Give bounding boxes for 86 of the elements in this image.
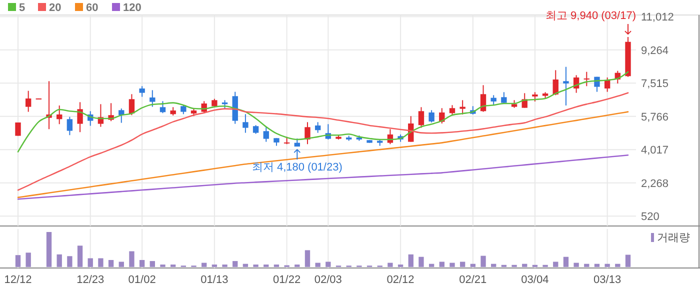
candlestick [532,92,538,102]
bar [470,264,476,267]
bar [428,264,434,267]
candlestick [128,94,135,116]
y-tick-label: 520 [641,211,660,224]
candlestick [314,122,321,134]
y-tick-label: 11,012 [641,12,674,24]
bar [418,256,424,267]
line-series [17,111,629,198]
bar [584,264,590,267]
candlestick [15,122,21,136]
bar [139,260,145,267]
candlestick [150,90,156,108]
bar [480,256,486,267]
bar [408,254,414,267]
bar [450,262,455,267]
bar [491,264,496,267]
bar [67,256,72,267]
x-tick-label: 01/13 [200,274,228,286]
bar [98,258,104,267]
bar [202,262,207,267]
x-tick-label: 02/12 [386,274,414,286]
line-series [17,92,629,191]
candlestick [25,90,32,112]
bar [26,252,31,267]
x-tick-label: 02/03 [314,274,342,286]
x-tick-label: 01/02 [128,274,156,286]
y-tick-label: 7,515 [641,78,669,90]
legend-label: 20 [49,2,62,14]
candlestick [242,114,248,134]
bar [522,264,528,267]
legend-label: 5 [19,2,26,14]
candlestick [563,66,569,106]
annotation: 최저 4,180 (01/23) [252,162,342,174]
bar [88,258,93,267]
x-tick-label: 12/23 [76,274,104,286]
bar [242,264,248,267]
candlestick [139,86,145,98]
bar [615,264,620,267]
bar [604,264,610,267]
bar [594,264,600,267]
bar [56,254,62,267]
candlestick [584,71,590,87]
legend-label: 120 [123,2,142,14]
candlestick [418,106,424,128]
candlestick [449,104,456,116]
candlestick [56,104,62,125]
x-tick-label: 02/21 [459,274,487,286]
bar [326,262,331,267]
candlestick [460,100,466,115]
x-tick-label: 03/04 [521,274,549,286]
bar [304,250,310,267]
candlestick [263,126,269,142]
bar [77,246,83,267]
bar [315,262,320,267]
x-tick-label: 03/13 [594,274,622,286]
bar [574,262,579,267]
candlestick [304,122,310,145]
bar [625,254,631,267]
candlestick [490,94,496,106]
annotation: 최고 9,940 (03/17) [546,10,636,22]
bar [563,256,569,267]
bar [15,255,21,267]
bar [108,260,114,267]
y-tick-label: 5,766 [641,111,669,124]
candlestick [160,100,166,114]
bar [129,251,134,267]
candlestick [77,102,83,133]
bar [46,232,52,267]
x-tick-label: 12/12 [4,274,32,286]
y-tick-label: 2,268 [641,178,669,190]
y-tick-label: 9,264 [641,44,669,57]
y-tick-label: 4,017 [641,144,669,157]
candlestick [66,116,73,136]
bar [232,261,238,267]
bar [150,261,155,267]
x-tick-label: 01/22 [273,274,301,286]
bar [460,262,466,267]
legend-label: 거래량 [657,232,690,244]
bar [118,262,124,267]
legend-label: 60 [86,2,98,14]
bar [388,262,393,267]
candlestick [428,110,434,123]
bar [553,262,558,267]
bar [439,262,444,267]
line-series [17,154,629,200]
